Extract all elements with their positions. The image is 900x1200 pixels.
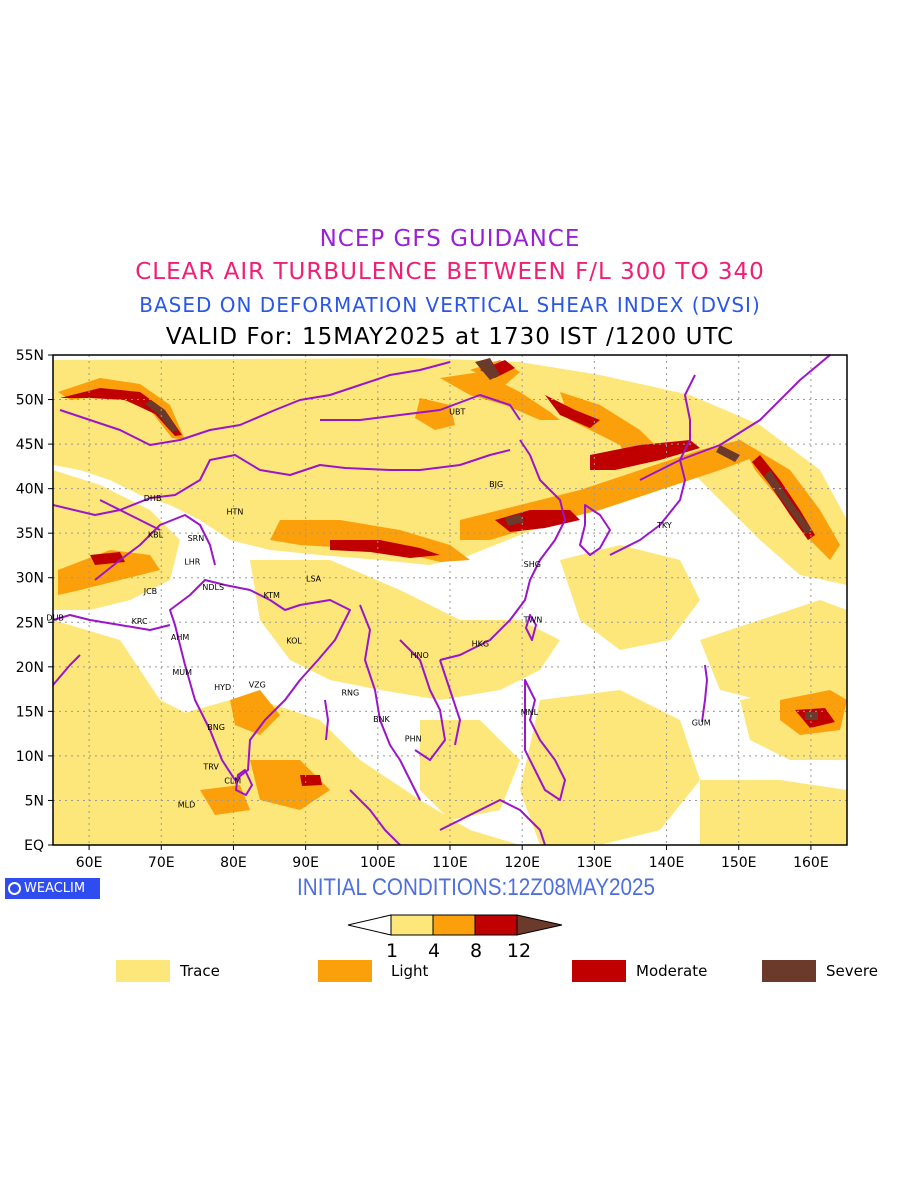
colorbar-segment-trace: [390, 914, 434, 936]
lat-label: EQ: [24, 838, 44, 854]
logo-text: WEACLIM: [24, 881, 86, 896]
lon-label: 130E: [577, 855, 613, 870]
colorbar-segment-moderate: [474, 914, 518, 936]
station-label: LSA: [306, 574, 322, 583]
station-label: CLM: [224, 777, 241, 786]
station-label: TWN: [523, 615, 543, 624]
legend-swatch: [762, 960, 816, 982]
lon-label: 60E: [76, 855, 103, 870]
title-line-1: NCEP GFS GUIDANCE: [319, 226, 581, 252]
station-label: LHR: [184, 557, 200, 566]
station-label: RNG: [342, 688, 360, 697]
station-label: JCB: [143, 587, 157, 596]
initial-conditions: INITIAL CONDITIONS:12Z08MAY2025: [297, 874, 655, 901]
lon-label: 150E: [721, 855, 757, 870]
station-label: BNK: [373, 715, 390, 724]
station-label: MLD: [178, 801, 196, 810]
lon-label: 90E: [292, 855, 319, 870]
colorbar-segment-light: [432, 914, 476, 936]
colorbar: 1 4 8 12: [345, 912, 565, 962]
lat-label: 40N: [16, 482, 44, 498]
lat-label: 25N: [16, 615, 44, 631]
station-labels: UBT BJG DHB HTN KBL SRN LHR TKY SHG LSA JCB NDLS KTM…: [46, 408, 710, 810]
station-label: HYD: [214, 683, 231, 692]
station-label: DHB: [144, 494, 162, 503]
station-label: BJG: [489, 480, 503, 489]
legend-swatch: [318, 960, 372, 982]
station-label: VZG: [249, 680, 266, 689]
station-label: KTM: [263, 591, 280, 600]
station-label: BNG: [207, 723, 225, 732]
lon-label: 70E: [148, 855, 175, 870]
lat-label: 10N: [16, 749, 44, 765]
lat-label: 50N: [16, 393, 44, 409]
station-label: UBT: [449, 408, 465, 417]
latitude-labels: 55N 50N 45N 40N 35N 30N 25N 20N 15N 10N 5N EQ: [16, 348, 44, 854]
legend-label: Severe: [826, 962, 878, 980]
lon-label: 100E: [360, 855, 396, 870]
station-label: PHN: [405, 735, 422, 744]
legend-label: Moderate: [636, 962, 708, 980]
longitude-labels: 60E 70E 80E 90E 100E 110E 120E 130E 140E 150E 160E: [76, 855, 829, 871]
weaclim-logo: WEACLIM: [5, 878, 100, 899]
station-label: SHG: [524, 560, 541, 569]
lon-label: 120E: [504, 855, 540, 870]
station-label: SRN: [188, 534, 205, 543]
turbulence-shading: [53, 358, 847, 845]
legend-label: Trace: [180, 962, 220, 980]
turbulence-map: UBT BJG DHB HTN KBL SRN LHR TKY SHG LSA JCB NDLS KTM…: [0, 340, 900, 871]
station-label: HKG: [472, 639, 489, 648]
station-label: MUM: [172, 668, 192, 677]
station-label: HTN: [226, 507, 243, 516]
legend-swatch: [572, 960, 626, 982]
colorbar-tick: 4: [428, 940, 440, 962]
station-label: NDLS: [202, 583, 224, 592]
station-label: MNL: [521, 708, 539, 717]
logo-ring-icon: [8, 882, 21, 895]
colorbar-tick: 8: [470, 940, 482, 962]
legend-swatch: [116, 960, 170, 982]
lon-label: 110E: [432, 855, 468, 870]
colorbar-tick: 1: [386, 940, 398, 962]
lon-label: 160E: [793, 855, 829, 870]
title-line-2: CLEAR AIR TURBULENCE BETWEEN F/L 300 TO …: [135, 259, 765, 285]
station-label: KRC: [132, 617, 148, 626]
lat-label: 20N: [16, 660, 44, 676]
colorbar-low-triangle: [347, 914, 392, 936]
legend-label: Light: [391, 962, 429, 980]
title-line-3: BASED ON DEFORMATION VERTICAL SHEAR INDE…: [139, 293, 761, 317]
station-label: KBL: [148, 531, 164, 540]
colorbar-high-triangle: [516, 914, 563, 936]
valid-time-line: VALID For: 15MAY2025 at 1730 IST /1200 U…: [165, 324, 735, 350]
station-label: DUB: [46, 613, 64, 622]
station-label: TRV: [202, 762, 219, 771]
lat-label: 55N: [16, 348, 44, 364]
colorbar-tick: 12: [507, 940, 531, 962]
lat-label: 30N: [16, 571, 44, 587]
station-label: GUM: [692, 719, 711, 728]
station-label: TKY: [656, 521, 672, 530]
lat-label: 15N: [16, 704, 44, 720]
lat-label: 45N: [16, 437, 44, 453]
axis-ticks: [48, 354, 812, 850]
lat-label: 35N: [16, 526, 44, 542]
station-label: AHM: [171, 633, 189, 642]
station-label: KOL: [286, 637, 302, 646]
station-label: HNO: [411, 651, 429, 660]
lon-label: 80E: [220, 855, 247, 870]
lon-label: 140E: [649, 855, 685, 870]
lat-label: 5N: [25, 793, 44, 809]
map-borders: [53, 355, 831, 845]
